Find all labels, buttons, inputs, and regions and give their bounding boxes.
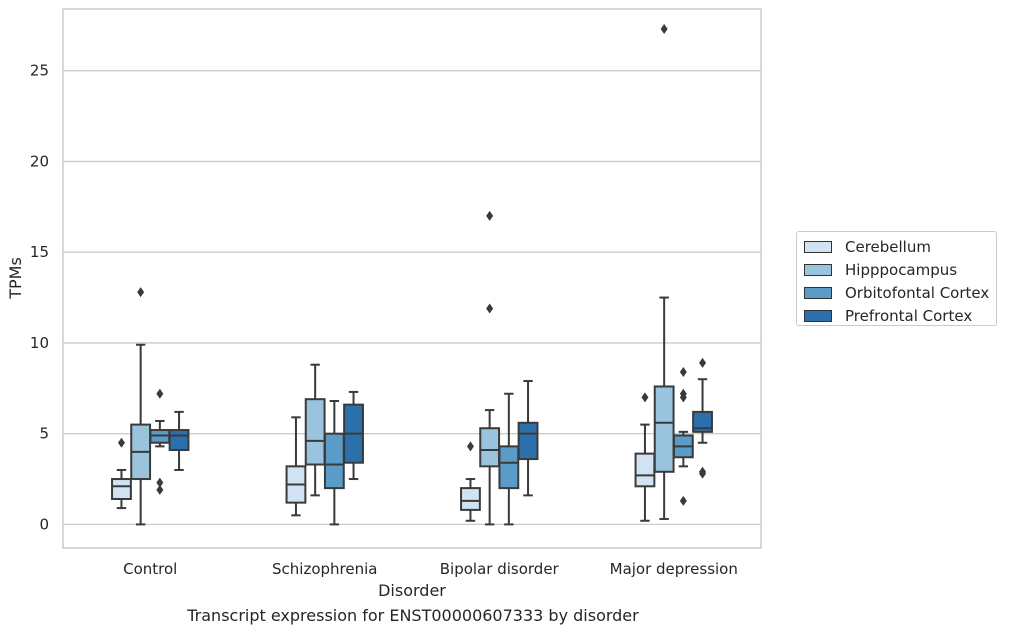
box-2-2: [498, 392, 520, 526]
legend-item-cerebellum: Cerebellum: [797, 235, 996, 258]
box-3-1: [653, 23, 675, 520]
legend-swatch-hippocampus: [804, 263, 832, 276]
box-1-0: [285, 416, 307, 517]
outlier-point: [486, 303, 494, 314]
outlier-point: [699, 357, 707, 368]
outlier-point: [486, 210, 494, 221]
outlier-point: [466, 441, 474, 452]
outlier-point: [660, 23, 668, 34]
box-iqr: [111, 478, 132, 501]
legend-label-prefrontal-cortex: Prefrontal Cortex: [845, 306, 973, 325]
y-tick-label: 15: [30, 243, 49, 261]
outlier-point: [679, 495, 687, 506]
box-0-2: [149, 388, 171, 495]
outlier-point: [156, 477, 164, 488]
y-axis-label: TPMs: [6, 257, 25, 300]
box-iqr: [653, 385, 675, 473]
box-2-1: [479, 210, 501, 526]
y-tick-label: 5: [39, 425, 49, 443]
box-iqr: [323, 432, 345, 490]
box-2-0: [460, 441, 481, 522]
legend-label-orbitofrontal-cortex: Orbitofontal Cortex: [845, 283, 990, 302]
x-tick-label: Schizophrenia: [272, 560, 377, 578]
box-iqr: [304, 398, 326, 466]
legend-swatch-orbitofrontal-cortex: [804, 286, 832, 299]
x-tick-label: Bipolar disorder: [440, 560, 560, 578]
box-3-2: [672, 366, 694, 506]
box-1-2: [323, 400, 345, 526]
legend-label-cerebellum: Cerebellum: [845, 237, 931, 256]
box-iqr: [517, 421, 539, 461]
box-iqr: [498, 445, 520, 490]
y-tick-label: 25: [30, 62, 49, 80]
y-tick-label: 10: [30, 334, 49, 352]
outlier-point: [679, 366, 687, 377]
legend: Cerebellum Hipppocampus Orbitofontal Cor…: [796, 231, 997, 326]
y-axis-ticks: 0 5 10 15 20 25: [30, 62, 49, 534]
outlier-point: [699, 466, 707, 477]
legend-item-prefrontal-cortex: Prefrontal Cortex: [797, 304, 996, 327]
outlier-point: [156, 484, 164, 495]
x-tick-label: Major depression: [610, 560, 738, 578]
box-0-3: [168, 410, 190, 471]
box-3-3: [692, 357, 713, 479]
box-3-0: [634, 392, 656, 522]
box-iqr: [692, 410, 713, 433]
chart-caption: Transcript expression for ENST0000060733…: [187, 606, 639, 625]
outlier-point: [156, 388, 164, 399]
x-axis-label: Disorder: [378, 581, 446, 600]
box-0-1: [130, 287, 152, 526]
boxes: [111, 23, 713, 526]
legend-swatch-cerebellum: [804, 240, 832, 253]
box-0-0: [111, 437, 132, 510]
outlier-point: [679, 388, 687, 399]
legend-swatch-prefrontal-cortex: [804, 309, 832, 322]
x-tick-label: Control: [123, 560, 177, 578]
box-iqr: [479, 427, 501, 468]
box-1-1: [304, 363, 326, 497]
box-1-3: [343, 390, 364, 481]
x-axis-ticks: Control Schizophrenia Bipolar disorder Majo…: [123, 560, 738, 578]
outlier-point: [641, 392, 649, 403]
box-iqr: [460, 487, 481, 511]
box-iqr: [168, 429, 190, 452]
outlier-point: [137, 287, 145, 298]
box-iqr: [634, 452, 656, 488]
plot-area-frame: [62, 8, 762, 549]
legend-item-hippocampus: Hipppocampus: [797, 258, 996, 281]
y-tick-label: 20: [30, 152, 49, 170]
legend-label-hippocampus: Hipppocampus: [845, 260, 958, 279]
y-tick-label: 0: [39, 515, 49, 533]
box-2-3: [517, 380, 539, 497]
legend-item-orbitofrontal-cortex: Orbitofontal Cortex: [797, 281, 996, 304]
outlier-point: [117, 437, 125, 448]
